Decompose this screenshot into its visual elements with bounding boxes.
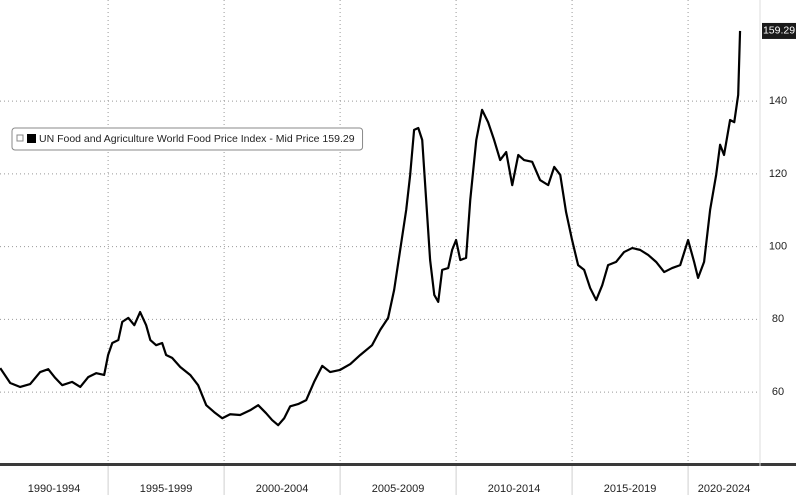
y-tick-label: 60 <box>772 386 784 398</box>
x-period-label: 1995-1999 <box>140 483 193 495</box>
y-tick-label: 80 <box>772 313 784 325</box>
x-axis <box>0 463 796 466</box>
legend: UN Food and Agriculture World Food Price… <box>11 127 364 151</box>
legend-swatch <box>27 134 36 143</box>
x-period-label: 2000-2004 <box>256 483 309 495</box>
x-period-label: 2010-2014 <box>488 483 541 495</box>
legend-icon <box>16 134 24 142</box>
legend-box <box>11 127 364 151</box>
y-tick-label: 100 <box>769 241 787 253</box>
x-period-label: 2005-2009 <box>372 483 425 495</box>
data-line <box>0 30 742 427</box>
last-value-tag <box>762 22 796 39</box>
x-period-label: 2015-2019 <box>604 483 657 495</box>
x-period-label: 1990-1994 <box>28 483 81 495</box>
x-period-label: 2020-2024 <box>698 483 751 495</box>
y-tick-label: 120 <box>769 168 787 180</box>
legend-label: UN Food and Agriculture World Food Price… <box>39 133 355 145</box>
last-value-label: 159.29 <box>763 25 795 37</box>
y-tick-label: 140 <box>769 95 787 107</box>
